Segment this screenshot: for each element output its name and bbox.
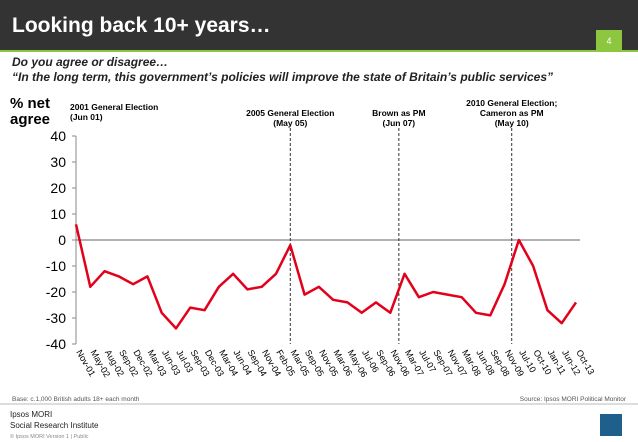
annotation: (May 05) (273, 118, 307, 128)
annotation: 2005 General Election (246, 108, 334, 118)
y-tick-label: -30 (46, 310, 66, 326)
annotation: (Jun 07) (383, 118, 416, 128)
logo: Social Research Institute (10, 421, 99, 430)
copyright: © Ipsos MORI Version 1 | Public (10, 433, 89, 440)
annotation: 2001 General Election (70, 102, 158, 112)
header-bar (0, 0, 638, 50)
y-tick-label: -10 (46, 258, 66, 274)
annotation: Cameron as PM (480, 108, 544, 118)
question: “In the long term, this government’s pol… (12, 70, 553, 84)
y-tick-label: 30 (50, 154, 66, 170)
y-tick-label: 0 (58, 232, 66, 248)
base: Base: c.1,000 British adults 18+ each mo… (12, 396, 140, 403)
header-rule (0, 50, 638, 52)
y-tick-label: 40 (50, 128, 66, 144)
title: Looking back 10+ years… (12, 14, 271, 37)
source: Source: Ipsos MORI Political Monitor (520, 396, 627, 403)
annotation: (May 10) (495, 118, 529, 128)
y-tick-label: -20 (46, 284, 66, 300)
annotation: 2010 General Election; (466, 98, 557, 108)
y-label: % net (10, 95, 50, 112)
page-box (596, 30, 622, 50)
y-tick-label: 10 (50, 206, 66, 222)
annotation: (Jun 01) (70, 112, 103, 122)
annotation: Brown as PM (372, 108, 425, 118)
data-line (74, 224, 578, 330)
logo-mark (600, 414, 622, 436)
logo: Ipsos MORI (10, 410, 52, 419)
y-tick-label: -40 (46, 336, 66, 352)
question: Do you agree or disagree… (12, 55, 168, 69)
y-tick-label: 20 (50, 180, 66, 196)
page-number: 4 (606, 36, 611, 46)
y-label: agree (10, 111, 50, 128)
